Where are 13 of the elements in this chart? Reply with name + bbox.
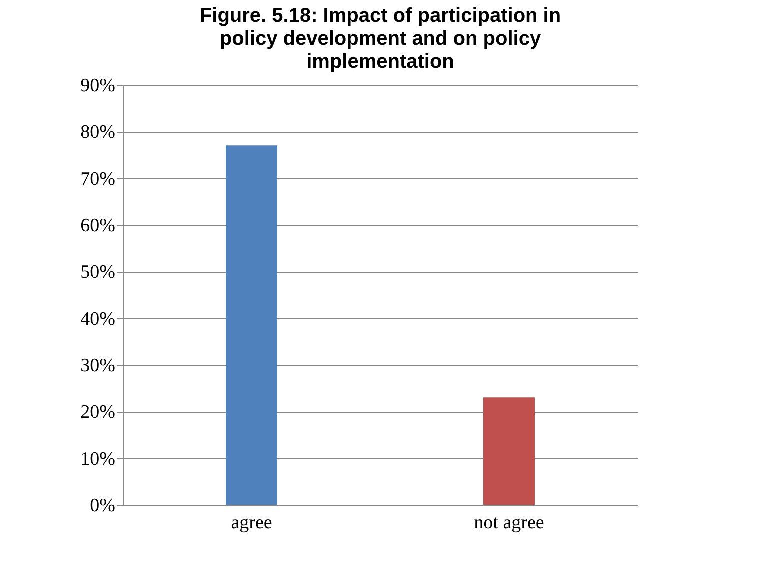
y-tick-label: 90% — [80, 76, 116, 96]
y-tick-label: 10% — [80, 448, 116, 470]
x-tick-label: agree — [231, 512, 272, 534]
y-tick-label: 40% — [80, 308, 116, 330]
y-tick-label: 80% — [80, 122, 116, 144]
y-tick-label: 30% — [80, 356, 116, 376]
chart-title: Figure. 5.18: Impact of participation in policy development and on policy implementation — [200, 5, 562, 73]
y-tick-label: 60% — [80, 216, 116, 236]
y-tick-label: 70% — [80, 168, 116, 190]
y-tick-label: 20% — [80, 402, 116, 424]
y-tick-label: 50% — [80, 262, 116, 284]
x-tick-label: not agree — [474, 512, 544, 534]
y-tick-label: 0% — [90, 496, 116, 516]
